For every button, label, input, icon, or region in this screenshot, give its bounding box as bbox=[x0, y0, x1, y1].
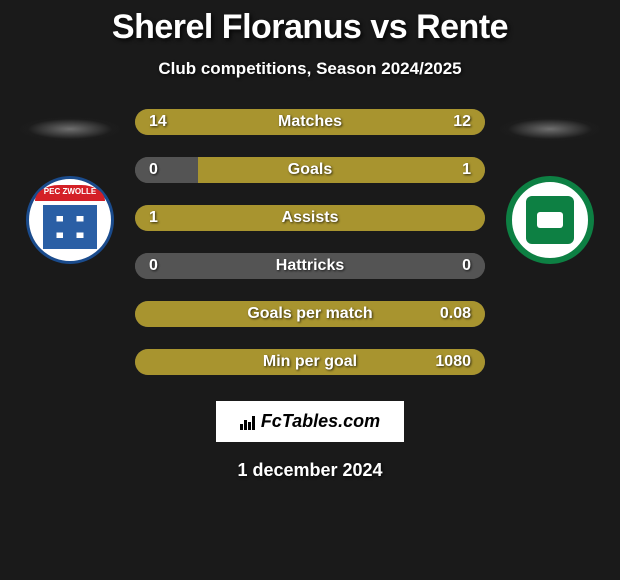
main-area: PEC ZWOLLE 14 Matches 12 0 Goals 1 1 Assists 0 Ha… bbox=[0, 109, 620, 375]
groningen-center-icon bbox=[537, 212, 563, 228]
stat-row: 0 Goals 1 bbox=[135, 157, 485, 183]
brand-text: FcTables.com bbox=[261, 411, 380, 432]
stat-label: Min per goal bbox=[263, 353, 357, 371]
stat-value-right: 0.08 bbox=[440, 305, 471, 323]
stat-row: Goals per match 0.08 bbox=[135, 301, 485, 327]
stat-row: 1 Assists bbox=[135, 205, 485, 231]
zwolle-cross-icon bbox=[43, 205, 97, 249]
stat-value-right: 0 bbox=[462, 257, 471, 275]
brand-badge: FcTables.com bbox=[216, 401, 404, 442]
stat-label: Goals per match bbox=[247, 305, 372, 323]
stat-label: Goals bbox=[288, 161, 332, 179]
stat-row: 14 Matches 12 bbox=[135, 109, 485, 135]
footer: FcTables.com 1 december 2024 bbox=[216, 401, 404, 481]
stat-value-left: 1 bbox=[149, 209, 158, 227]
stat-value-right: 1080 bbox=[435, 353, 471, 371]
shadow-icon bbox=[20, 117, 120, 141]
stat-row: 0 Hattricks 0 bbox=[135, 253, 485, 279]
stat-label: Assists bbox=[282, 209, 339, 227]
stat-value-left: 0 bbox=[149, 161, 158, 179]
stat-value-left: 14 bbox=[149, 113, 167, 131]
bar-fill-right bbox=[198, 157, 485, 183]
groningen-inner-icon bbox=[526, 196, 574, 244]
pec-zwolle-logo-icon: PEC ZWOLLE bbox=[26, 176, 114, 264]
right-club-col bbox=[500, 109, 600, 264]
stat-label: Matches bbox=[278, 113, 342, 131]
page-title: Sherel Floranus vs Rente bbox=[112, 8, 508, 47]
date-text: 1 december 2024 bbox=[237, 460, 382, 481]
bars-icon bbox=[240, 414, 255, 430]
fc-groningen-logo-icon bbox=[506, 176, 594, 264]
zwolle-label: PEC ZWOLLE bbox=[44, 187, 96, 196]
left-club-col: PEC ZWOLLE bbox=[20, 109, 120, 264]
shadow-icon bbox=[500, 117, 600, 141]
stats-column: 14 Matches 12 0 Goals 1 1 Assists 0 Hattricks 0 Goa… bbox=[135, 109, 485, 375]
comparison-infographic: Sherel Floranus vs Rente Club competitio… bbox=[0, 0, 620, 489]
stat-label: Hattricks bbox=[276, 257, 344, 275]
stat-value-left: 0 bbox=[149, 257, 158, 275]
stat-value-right: 1 bbox=[462, 161, 471, 179]
stat-value-right: 12 bbox=[453, 113, 471, 131]
subtitle: Club competitions, Season 2024/2025 bbox=[158, 59, 461, 79]
bar-fill-left bbox=[135, 157, 198, 183]
stat-row: Min per goal 1080 bbox=[135, 349, 485, 375]
